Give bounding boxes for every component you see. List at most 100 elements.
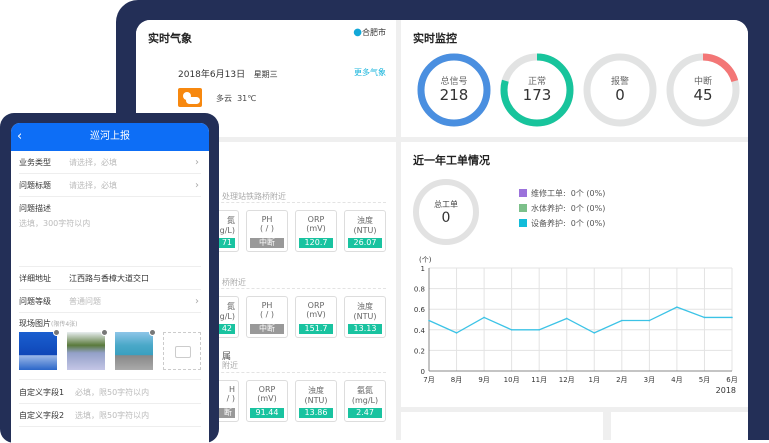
- metric-unit: (mV): [257, 394, 277, 403]
- issue-description-field[interactable]: 问题描述 选填，300字符以内: [19, 197, 201, 267]
- x-tick-label: 9月: [478, 376, 489, 384]
- metric-value: 26.07: [348, 238, 382, 248]
- x-tick-label: 2月: [616, 376, 627, 384]
- monitor-ring[interactable]: 中断 45: [665, 52, 741, 128]
- business-type-field[interactable]: 业务类型 请选择，必填 ›: [19, 151, 201, 174]
- field-placeholder: 请选择，必填: [69, 181, 117, 190]
- series-line: [428, 306, 732, 334]
- metric-value: 2.47: [348, 408, 382, 418]
- metric-value: 13.86: [299, 408, 333, 418]
- metric-box[interactable]: 氨氮 (mg/L) 2.47: [344, 380, 386, 422]
- y-tick-label: 0.8: [414, 286, 425, 294]
- work-order-title: 近一年工单情况: [413, 154, 490, 167]
- metric-box[interactable]: ORP (mV) 91.44: [246, 380, 288, 422]
- field-placeholder: 请选择，必填: [69, 158, 117, 167]
- metric-unit: ( / ): [259, 310, 275, 319]
- photo-thumbnail[interactable]: [115, 329, 156, 370]
- photo-thumbnail[interactable]: [19, 329, 60, 370]
- metric-value: 中断: [250, 324, 284, 334]
- back-arrow-icon[interactable]: ‹: [17, 129, 23, 144]
- metric-name: 浊度: [308, 386, 324, 395]
- field-label: 问题等级: [19, 297, 51, 306]
- ring-label: 报警: [610, 77, 629, 87]
- legend-item: 水体养护: 0个 (0%): [519, 203, 605, 214]
- field-label: 详细地址: [19, 274, 51, 283]
- city-label: 合肥市: [362, 28, 386, 37]
- weather-temp: 31℃: [237, 94, 257, 103]
- metric-value: 13.13: [348, 324, 382, 334]
- monitor-ring[interactable]: 报警 0: [582, 52, 658, 128]
- city-selector[interactable]: ●合肥市: [353, 27, 386, 38]
- metric-unit: (NTU): [304, 396, 328, 405]
- bottom-card-right: [611, 412, 748, 440]
- remove-photo-icon[interactable]: [53, 329, 60, 336]
- section-divider: [206, 202, 386, 203]
- field-label: 自定义字段1: [19, 388, 65, 397]
- legend-label: 设备养护: 0个 (0%): [531, 219, 606, 228]
- ring-value: 0: [615, 86, 625, 104]
- metric-unit: (mV): [306, 224, 326, 233]
- data-point: [510, 329, 513, 331]
- data-point: [455, 332, 458, 334]
- weather-date: 2018年6月13日: [178, 70, 246, 80]
- total-order-value: 0: [441, 210, 451, 226]
- weather-title: 实时气象: [148, 32, 192, 45]
- metric-name: ORP: [307, 301, 325, 310]
- photo-thumbnail[interactable]: [67, 329, 108, 370]
- metric-value: 151.7: [299, 324, 333, 334]
- metric-box[interactable]: 浊度 (NTU) 13.13: [344, 296, 386, 338]
- metric-unit: (NTU): [353, 226, 377, 235]
- monitor-ring[interactable]: 正常 173: [499, 52, 575, 128]
- metric-unit: g/L): [219, 312, 235, 321]
- data-point: [731, 316, 733, 319]
- phone-frame: ‹ 巡河上报 业务类型 请选择，必填 › 问题标题 请选择，必填 › 问题描述 选填，30…: [0, 113, 219, 443]
- legend-item: 维修工单: 0个 (0%): [519, 188, 605, 199]
- legend-swatch: [519, 204, 527, 212]
- more-weather-link[interactable]: 更多气象: [354, 68, 386, 77]
- ring-value: 173: [522, 86, 552, 104]
- remove-photo-icon[interactable]: [101, 329, 108, 336]
- metric-box[interactable]: PH( / ) 中断: [246, 296, 288, 338]
- custom-field-2[interactable]: 自定义字段2 选填，限50字符以内: [19, 404, 201, 427]
- issue-title-field[interactable]: 问题标题 请选择，必填 ›: [19, 174, 201, 197]
- dashboard-screen: 实时气象 ●合肥市 2018年6月13日 星期三 更多气象 多云 31℃ 实时监…: [136, 20, 748, 440]
- legend-swatch: [519, 219, 527, 227]
- metric-box[interactable]: PH( / ) 中断: [246, 210, 288, 252]
- field-label: 业务类型: [19, 158, 51, 167]
- y-tick-label: 1: [421, 265, 425, 273]
- data-point: [648, 319, 651, 322]
- address-field[interactable]: 详细地址 江西路与香樟大道交口: [19, 267, 201, 290]
- y-tick-label: 0.4: [414, 327, 426, 335]
- field-placeholder: 选填，限50字符以内: [75, 411, 150, 420]
- data-point: [565, 317, 568, 320]
- field-placeholder: 选填，300字符以内: [19, 219, 91, 228]
- section-divider: [206, 372, 386, 373]
- add-photo-button[interactable]: [163, 332, 201, 370]
- x-tick-label: 10月: [504, 376, 520, 384]
- remove-photo-icon[interactable]: [149, 329, 156, 336]
- metric-value: 120.7: [299, 238, 333, 248]
- report-title: 巡河上报: [90, 131, 130, 142]
- metric-box[interactable]: 浊度 (NTU) 13.86: [295, 380, 337, 422]
- custom-field-1[interactable]: 自定义字段1 必填，限50字符以内: [19, 379, 201, 404]
- metric-unit: (NTU): [353, 312, 377, 321]
- location-pin-icon: ●: [353, 27, 362, 38]
- x-tick-label: 5月: [699, 376, 710, 384]
- ring-value: 218: [439, 86, 469, 104]
- y-tick-label: 0: [421, 368, 425, 376]
- metric-name: 氮: [227, 216, 235, 225]
- data-point: [621, 319, 623, 322]
- metric-box[interactable]: ORP (mV) 120.7: [295, 210, 337, 252]
- data-point: [593, 332, 596, 334]
- issue-level-field[interactable]: 问题等级 普通问题 ›: [19, 290, 201, 313]
- x-tick-label: 1月: [589, 376, 600, 384]
- metric-box[interactable]: ORP (mV) 151.7: [295, 296, 337, 338]
- ring-value: 45: [693, 86, 713, 104]
- metric-box[interactable]: 浊度 (NTU) 26.07: [344, 210, 386, 252]
- field-value: 江西路与香樟大道交口: [69, 274, 149, 283]
- monitor-ring[interactable]: 总信号 218: [416, 52, 492, 128]
- camera-icon: [175, 346, 191, 358]
- y-tick-label: 0.2: [414, 347, 425, 355]
- field-placeholder: 必填，限50字符以内: [75, 388, 150, 397]
- legend-label: 维修工单: 0个 (0%): [531, 189, 606, 198]
